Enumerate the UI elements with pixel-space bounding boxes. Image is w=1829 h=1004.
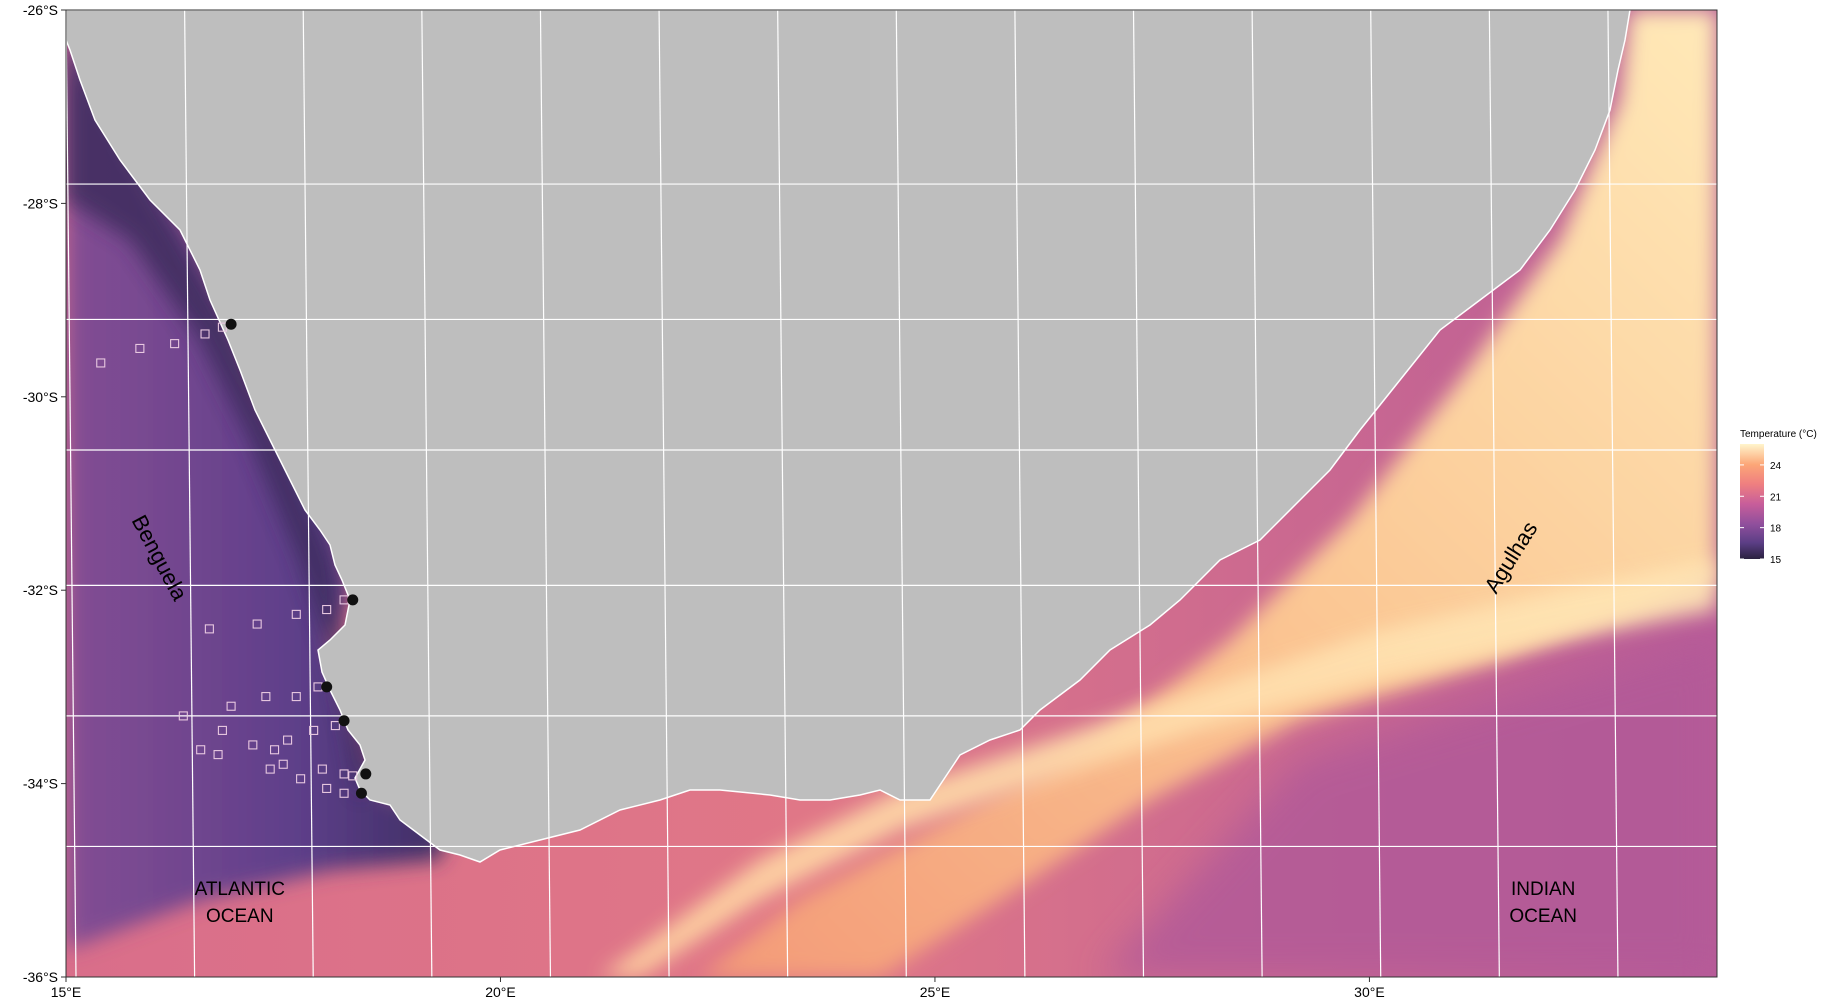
ocean-label: INDIAN OCEAN	[1509, 879, 1577, 927]
station-open-marker	[339, 788, 349, 798]
station-filled-marker	[338, 715, 350, 727]
station-open-marker	[196, 745, 206, 755]
station-open-marker	[269, 745, 280, 755]
station-open-marker	[291, 609, 301, 619]
meridian-line	[1014, 10, 1026, 977]
station-open-marker	[96, 358, 106, 368]
legend-tick-label: 24	[1770, 461, 1782, 472]
legend-tick-label: 18	[1770, 524, 1782, 535]
stations-filled-layer	[225, 318, 372, 799]
y-tick-label: -32°S	[23, 582, 58, 598]
panel-border	[65, 9, 1718, 978]
meridian-line	[1488, 10, 1500, 977]
meridian-line	[777, 10, 789, 977]
meridian-line	[66, 10, 77, 977]
agulhas-retroflection	[600, 560, 1717, 977]
station-open-marker	[200, 329, 210, 339]
meridian-line	[184, 10, 196, 977]
station-open-marker	[178, 711, 188, 721]
legend-ticks: 24 21 18 15	[1740, 461, 1782, 566]
y-tick-label: -30°S	[23, 389, 58, 405]
station-open-marker	[248, 740, 258, 750]
station-open-marker	[213, 750, 223, 760]
station-open-marker	[135, 343, 145, 354]
station-open-marker	[204, 624, 214, 634]
station-open-marker	[291, 692, 301, 702]
legend-tick-label: 15	[1770, 555, 1782, 566]
station-filled-marker	[360, 768, 372, 780]
station-open-marker	[322, 783, 332, 793]
ocean-label-line: INDIAN	[1511, 879, 1575, 900]
legend-title: Temperature (°C)	[1740, 429, 1817, 440]
ocean-label: ATLANTIC OCEAN	[195, 879, 285, 927]
meridian-line	[895, 10, 907, 977]
legend-tick-label: 21	[1770, 492, 1782, 503]
legend-colorbar	[1740, 444, 1764, 559]
station-open-marker	[261, 692, 271, 702]
y-tick-label: -36°S	[23, 969, 58, 985]
y-axis: -26°S -28°S -30°S -32°S -34°S -36°S	[23, 2, 66, 985]
meridian-line	[658, 10, 670, 977]
station-open-marker	[283, 735, 293, 745]
station-open-marker	[226, 701, 236, 711]
station-open-marker	[265, 764, 275, 774]
station-open-marker	[317, 764, 327, 774]
station-open-marker	[296, 774, 306, 784]
y-tick-label: -34°S	[23, 776, 58, 792]
x-tick-label: 25°E	[920, 984, 951, 1000]
meridian-line	[1370, 10, 1382, 977]
ocean-labels: ATLANTIC OCEAN INDIAN OCEAN	[195, 879, 1577, 927]
southern-africa-land	[66, 10, 1631, 863]
station-filled-marker	[321, 681, 333, 693]
stations-open-layer	[96, 322, 358, 798]
meridian-line	[421, 10, 433, 977]
y-tick-label: -28°S	[23, 195, 58, 211]
graticule	[66, 10, 1717, 977]
station-open-marker	[309, 725, 319, 735]
indian-cool-band	[1100, 640, 1717, 977]
x-axis: 15°E 20°E 25°E 30°E	[51, 977, 1385, 1000]
meridian-line	[1607, 10, 1619, 977]
station-open-marker	[170, 339, 180, 349]
x-tick-label: 20°E	[485, 984, 516, 1000]
meridian-line	[302, 10, 314, 977]
station-open-marker	[348, 771, 358, 781]
station-open-marker	[252, 619, 262, 629]
station-filled-marker	[355, 787, 367, 799]
ocean-label-line: OCEAN	[1509, 906, 1577, 927]
station-open-marker	[322, 604, 332, 615]
meridian-line	[539, 10, 552, 977]
y-tick-label: -26°S	[23, 2, 58, 18]
x-tick-label: 30°E	[1354, 984, 1385, 1000]
ocean-label-line: ATLANTIC	[195, 879, 285, 900]
station-open-marker	[278, 759, 288, 769]
station-filled-marker	[347, 594, 359, 606]
meridian-line	[1132, 10, 1145, 977]
ocean-label-line: OCEAN	[206, 906, 274, 927]
agulhas-current	[700, 10, 1717, 977]
benguela-core	[66, 40, 370, 800]
temperature-legend: Temperature (°C) 24 21 18 15	[1740, 429, 1817, 566]
station-open-marker	[217, 322, 227, 332]
x-tick-label: 15°E	[51, 984, 82, 1000]
station-open-marker	[217, 725, 227, 735]
meridian-line	[1251, 10, 1263, 977]
station-filled-marker	[225, 318, 237, 330]
station-open-marker	[330, 721, 340, 731]
station-open-marker	[339, 769, 349, 779]
